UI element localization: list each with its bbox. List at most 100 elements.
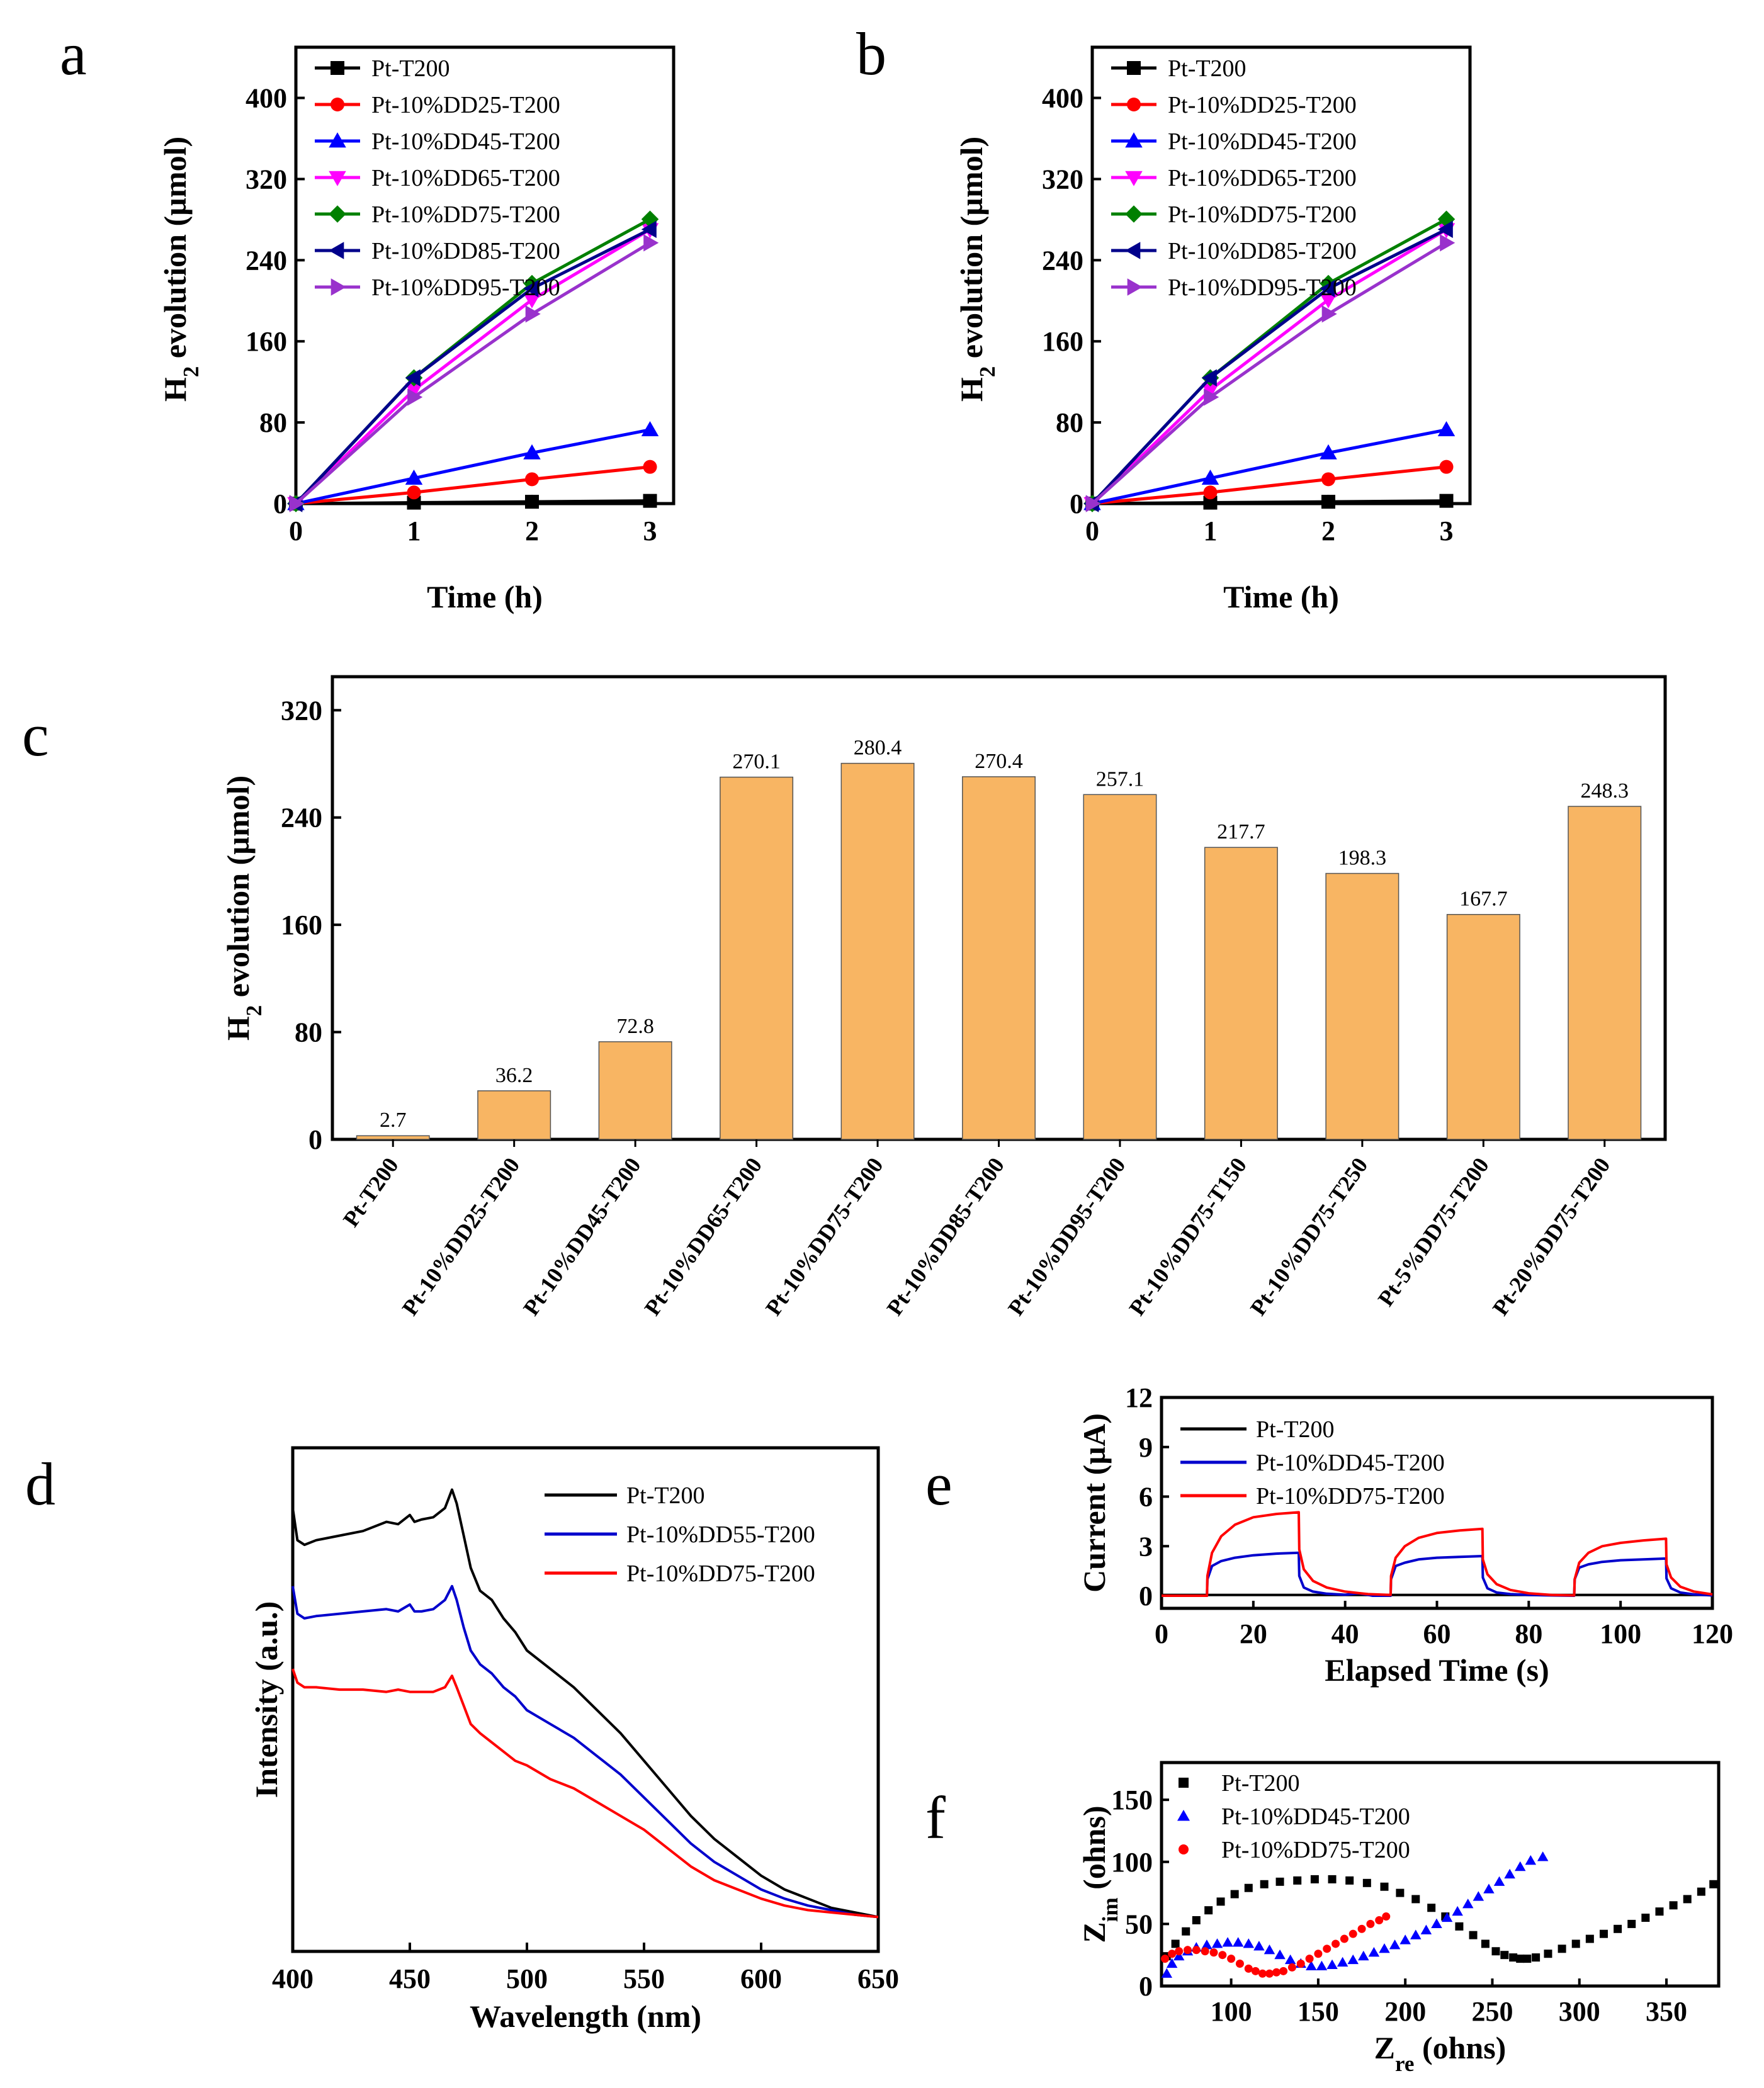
- panel-c-category-label-pt-10pctdd75-t200: Pt-10%DD75-T200: [760, 1153, 888, 1320]
- panel-b-ytick-label-320: 320: [1042, 164, 1083, 195]
- panel-b-series-pt-10pctdd65-t200: [1083, 223, 1456, 512]
- panel-d-line-pt-10pctdd55-t200: [291, 1584, 879, 1919]
- panel-f-point-pt-10pctdd75-t200-24: [1357, 1924, 1366, 1933]
- panel-f-point-pt-t200-33: [1599, 1929, 1608, 1938]
- panel-d-line-pt-10pctdd75-t200: [291, 1668, 879, 1919]
- panel-f-point-pt-10pctdd75-t200-13: [1265, 1969, 1274, 1978]
- panel-f-point-pt-10pctdd75-t200-14: [1272, 1968, 1281, 1977]
- panel-b-xtick-label-0: 0: [1085, 516, 1099, 546]
- panel-c-bar-pt-10pctdd75-t200: [840, 762, 915, 1140]
- panel-c-bar-value-pt-10pctdd25-t200: 36.2: [495, 1064, 533, 1087]
- panel-letter-d: d: [25, 1450, 55, 1518]
- panel-e-ytick-label-9: 9: [1139, 1432, 1153, 1463]
- panel-f-point-pt-t200-40: [1697, 1887, 1705, 1896]
- panel-a-point-pt-10pctdd95-t200-1: [407, 388, 423, 406]
- panel-b-point-pt-10pctdd45-t200-3: [1437, 420, 1456, 437]
- panel-f-legend-label-pt-t200: Pt-T200: [1221, 1770, 1300, 1797]
- panel-a-series-pt-10pctdd65-t200: [287, 223, 659, 512]
- panel-b-point-pt-10pctdd85-t200-3: [1437, 220, 1453, 239]
- panel-f-ytick-label-100: 100: [1111, 1847, 1153, 1878]
- panel-f-point-pt-10pctdd45-t200-5: [1201, 1939, 1213, 1950]
- panel-a-legend-marker-pt-10pctdd45-t200: [329, 132, 346, 148]
- panel-c-category-label-pt-10pctdd85-t200: Pt-10%DD85-T200: [882, 1153, 1010, 1320]
- panel-f-point-pt-10pctdd45-t200-1: [1166, 1958, 1178, 1968]
- panel-d-legend-label-pt-10pctdd75-t200: Pt-10%DD75-T200: [626, 1560, 815, 1587]
- panel-f-point-pt-10pctdd75-t200-4: [1192, 1946, 1201, 1955]
- panel-b-ytick-label-160: 160: [1042, 326, 1083, 357]
- panel-f-point-pt-t200-36: [1641, 1914, 1650, 1922]
- panel-f-point-pt-t200-34: [1614, 1924, 1622, 1933]
- panel-a-point-pt-10pctdd85-t200-2: [523, 279, 539, 298]
- panel-a-legend-label-pt-10pctdd65-t200: Pt-10%DD65-T200: [371, 165, 560, 191]
- panel-f-point-pt-10pctdd45-t200-11: [1264, 1944, 1275, 1955]
- panel-b-xtick-label-1: 1: [1204, 516, 1218, 546]
- panel-c-category-label-pt-20pctdd75-t200: Pt-20%DD75-T200: [1488, 1153, 1615, 1320]
- panel-a-ytick-label-320: 320: [246, 164, 287, 195]
- panel-b-series-pt-10pctdd45-t200: [1083, 420, 1456, 511]
- panel-letter-c: c: [22, 701, 49, 769]
- panel-a-line-pt-t200: [295, 499, 650, 505]
- panel-a-xtick-label-2: 2: [525, 516, 539, 546]
- panel-f-point-pt-10pctdd45-t200-2: [1173, 1950, 1185, 1961]
- panel-f-point-pt-10pctdd45-t200-31: [1473, 1891, 1484, 1901]
- panel-f-point-pt-t200-41: [1709, 1880, 1718, 1888]
- panel-b-line-pt-10pctdd65-t200: [1091, 228, 1447, 505]
- panel-a-ytick-label-0: 0: [273, 488, 287, 519]
- panel-e-legend: Pt-T200 Pt-10%DD45-T200 Pt-10%DD75-T200: [1180, 1416, 1445, 1510]
- panel-f-point-pt-10pctdd45-t200-20: [1358, 1950, 1369, 1961]
- panel-f-point-pt-10pctdd75-t200-25: [1366, 1919, 1375, 1928]
- panel-b-point-pt-10pctdd65-t200-2: [1320, 293, 1337, 308]
- panel-a-legend-marker-pt-10pctdd75-t200: [329, 205, 346, 223]
- panel-c-bar-value-pt-10pctdd65-t200: 270.1: [732, 750, 781, 774]
- panel-f-point-pt-t200-23: [1491, 1947, 1500, 1956]
- panel-e-xtick-label-80: 80: [1515, 1618, 1542, 1649]
- panel-d-xtick-label-650: 650: [857, 1963, 899, 1994]
- panel-f-point-pt-10pctdd45-t200-26: [1420, 1924, 1432, 1934]
- panel-a-legend-marker-pt-10pctdd25-t200: [331, 98, 344, 111]
- panel-f-xtick-label-250: 250: [1471, 1996, 1513, 2027]
- panel-a-xtick-label-0: 0: [289, 516, 303, 546]
- panel-f-point-pt-10pctdd45-t200-22: [1379, 1943, 1390, 1953]
- panel-e-y-axis-title: Current (µA): [1077, 1413, 1112, 1593]
- panel-f-point-pt-t200-12: [1328, 1875, 1337, 1883]
- panel-b-series-pt-10pctdd95-t200: [1085, 234, 1456, 512]
- panel-a-line-pt-10pctdd85-t200: [295, 228, 651, 505]
- panel-f-point-pt-t200-4: [1204, 1906, 1213, 1915]
- panel-e-xtick-label-100: 100: [1600, 1618, 1641, 1649]
- panel-e-ytick-label-6: 6: [1139, 1482, 1153, 1513]
- panel-b-legend-marker-pt-10pctdd95-t200: [1127, 278, 1143, 296]
- panel-letter-a: a: [60, 20, 87, 87]
- panel-f-point-pt-10pctdd45-t200-21: [1368, 1947, 1380, 1957]
- panel-f-point-pt-t200-24: [1500, 1951, 1509, 1960]
- panel-b-point-pt-10pctdd25-t200-2: [1321, 472, 1335, 487]
- panel-a-line-chart: 0 80 160 240 320 400 0 1 2 3 Time (h) H2 evolution …: [157, 45, 676, 614]
- panel-c-bar-pt-5pctdd75-t200: [1446, 913, 1520, 1140]
- panel-a-legend-label-pt-10pctdd85-t200: Pt-10%DD85-T200: [371, 238, 560, 264]
- panel-f-point-pt-10pctdd75-t200-10: [1244, 1964, 1253, 1973]
- panel-f-point-pt-10pctdd45-t200-10: [1253, 1941, 1265, 1951]
- panel-f-point-pt-10pctdd75-t200-18: [1305, 1955, 1314, 1963]
- panel-letter-e: e: [925, 1450, 953, 1518]
- panel-a-point-pt-10pctdd45-t200-2: [523, 444, 541, 460]
- panel-c-bar-pt-20pctdd75-t200: [1568, 806, 1642, 1140]
- panel-a-xtick-label-3: 3: [643, 516, 657, 546]
- panel-a-line-pt-10pctdd65-t200: [295, 228, 651, 505]
- panel-c-bar-pt-10pctdd75-t250: [1325, 872, 1399, 1140]
- panel-f-point-pt-t200-15: [1380, 1882, 1389, 1891]
- panel-f-point-pt-10pctdd75-t200-2: [1175, 1947, 1184, 1956]
- panel-a-line-pt-10pctdd25-t200: [295, 465, 650, 505]
- panel-c-bar-value-pt-10pctdd95-t200: 257.1: [1096, 767, 1145, 791]
- panel-b-line-pt-10pctdd45-t200: [1092, 428, 1447, 505]
- panel-c-bar-value-pt-10pctdd75-t150: 217.7: [1217, 820, 1265, 844]
- panel-f-legend-marker-pt-t200: [1179, 1778, 1189, 1788]
- panel-d-xtick-label-400: 400: [272, 1963, 314, 1994]
- panel-e-legend-label-pt-10pctdd75-t200: Pt-10%DD75-T200: [1256, 1483, 1445, 1510]
- panel-f-ytick-label-50: 50: [1125, 1909, 1153, 1939]
- panel-b-point-pt-10pctdd85-t200-2: [1320, 279, 1335, 298]
- panel-c-bar-value-pt-10pctdd85-t200: 270.4: [975, 750, 1023, 773]
- panel-f-legend-label-pt-10pctdd45-t200: Pt-10%DD45-T200: [1221, 1803, 1410, 1830]
- panel-b-legend-marker-pt-10pctdd85-t200: [1125, 242, 1141, 259]
- panel-c-bar-value-pt-20pctdd75-t200: 248.3: [1581, 779, 1629, 803]
- panel-f-point-pt-10pctdd75-t200-8: [1227, 1955, 1236, 1963]
- panel-b-y-axis-title: H2 evolution (µmol): [954, 137, 1000, 402]
